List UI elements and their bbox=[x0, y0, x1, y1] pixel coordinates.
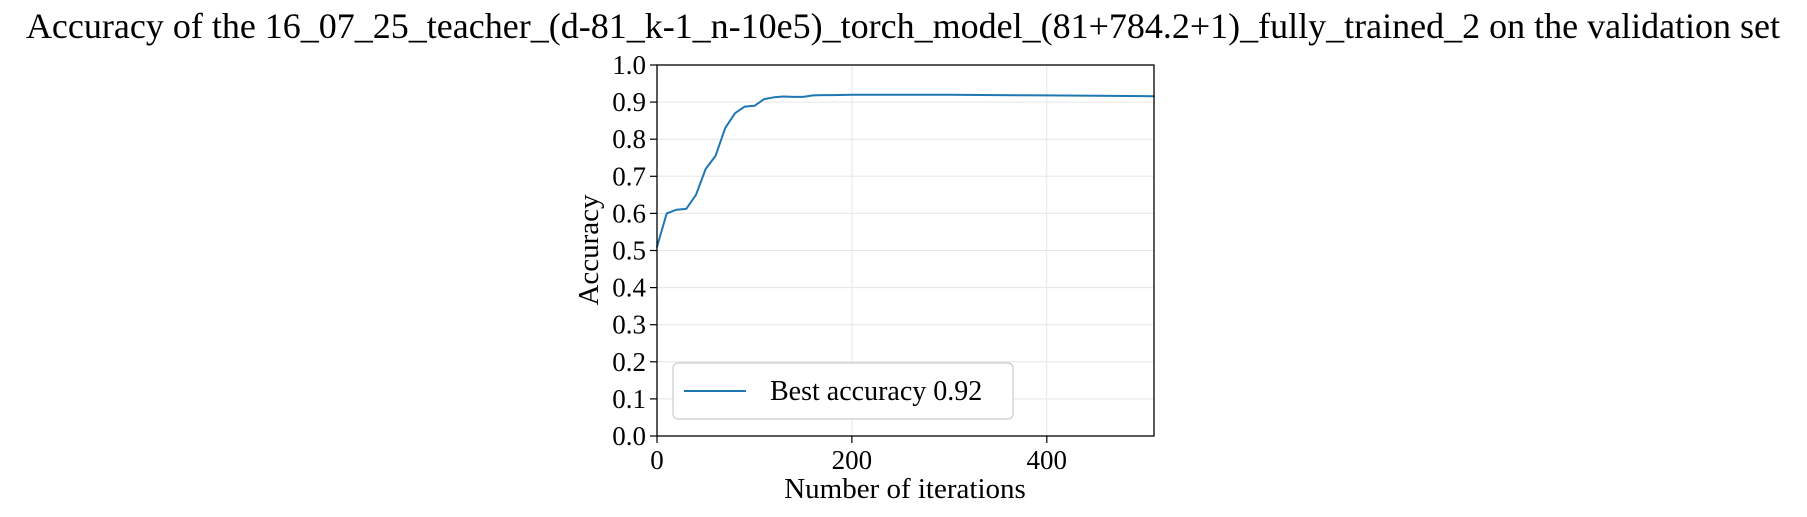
x-axis-label: Number of iterations bbox=[784, 473, 1026, 505]
y-axis-ticks: 0.0 0.1 0.2 0.3 0.4 0.5 0.6 0.7 0.8 0.9 1.0 bbox=[612, 50, 657, 451]
legend: Best accuracy 0.92 bbox=[672, 362, 1014, 420]
legend-series-label: Best accuracy 0.92 bbox=[770, 376, 982, 407]
x-axis-ticks: 0 200 400 bbox=[650, 436, 1067, 475]
x-tick-label: 0 bbox=[650, 445, 664, 475]
y-tick-label: 0.5 bbox=[612, 236, 646, 266]
y-tick-label: 0.9 bbox=[612, 87, 646, 117]
legend-box bbox=[672, 362, 1014, 420]
y-tick-label: 0.1 bbox=[612, 384, 646, 414]
y-tick-label: 0.8 bbox=[612, 124, 646, 154]
x-tick-label: 400 bbox=[1027, 445, 1068, 475]
x-tick-label: 200 bbox=[832, 445, 873, 475]
chart-title: Accuracy of the 16_07_25_teacher_(d-81_k… bbox=[26, 6, 1780, 46]
y-tick-label: 0.7 bbox=[612, 161, 646, 191]
y-tick-label: 1.0 bbox=[612, 50, 646, 80]
y-tick-label: 0.3 bbox=[612, 310, 646, 340]
y-tick-label: 0.2 bbox=[612, 347, 646, 377]
y-tick-label: 0.6 bbox=[612, 198, 646, 228]
y-axis-label: Accuracy bbox=[573, 194, 605, 306]
y-tick-label: 0.4 bbox=[612, 273, 646, 303]
series-lines bbox=[656, 93, 1155, 248]
series-line-best-accuracy bbox=[656, 93, 1155, 248]
y-tick-label: 0.0 bbox=[612, 421, 646, 451]
